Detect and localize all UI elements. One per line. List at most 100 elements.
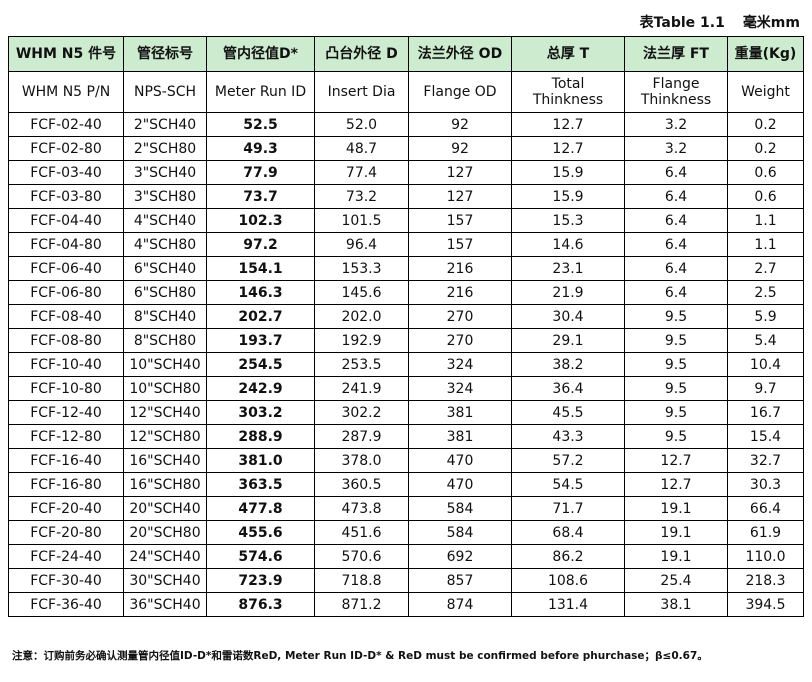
table-cell: FCF-08-80 bbox=[8, 328, 124, 353]
table-cell: 9.5 bbox=[624, 328, 728, 353]
header-cell: Total Thinkness bbox=[511, 71, 625, 113]
table-cell: 24"SCH40 bbox=[123, 544, 207, 569]
table-cell: 303.2 bbox=[206, 400, 315, 425]
table-cell: 6.4 bbox=[624, 256, 728, 281]
table-cell: 68.4 bbox=[511, 520, 625, 545]
table-cell: 48.7 bbox=[314, 136, 409, 161]
table-cell: 30"SCH40 bbox=[123, 568, 207, 593]
table-row: FCF-20-80 20"SCH80 455.6 451.6 584 68.4 19.1 61… bbox=[8, 520, 804, 545]
table-cell: 15.4 bbox=[727, 424, 804, 449]
table-cell: 54.5 bbox=[511, 472, 625, 497]
table-cell: 3"SCH80 bbox=[123, 184, 207, 209]
table-row: FCF-12-40 12"SCH40 303.2 302.2 381 45.5 9.5 16.… bbox=[8, 400, 804, 425]
table-cell: 3.2 bbox=[624, 112, 728, 137]
table-cell: 23.1 bbox=[511, 256, 625, 281]
table-row: FCF-03-40 3"SCH40 77.9 77.4 127 15.9 6.4 0.6 bbox=[8, 160, 804, 185]
table-cell: 86.2 bbox=[511, 544, 625, 569]
table-cell: 718.8 bbox=[314, 568, 409, 593]
table-cell: 470 bbox=[408, 448, 512, 473]
table-cell: 66.4 bbox=[727, 496, 804, 521]
table-cell: 52.5 bbox=[206, 112, 315, 137]
table-cell: 692 bbox=[408, 544, 512, 569]
table-cell: 110.0 bbox=[727, 544, 804, 569]
table-cell: 3.2 bbox=[624, 136, 728, 161]
header-cell: WHM N5 件号 bbox=[8, 36, 124, 72]
header-text: Total Thinkness bbox=[532, 76, 604, 108]
table-cell: 253.5 bbox=[314, 352, 409, 377]
table-cell: 15.9 bbox=[511, 184, 625, 209]
table-cell: FCF-20-80 bbox=[8, 520, 124, 545]
table-cell: 6.4 bbox=[624, 208, 728, 233]
table-cell: 723.9 bbox=[206, 568, 315, 593]
table-cell: 287.9 bbox=[314, 424, 409, 449]
table-cell: 470 bbox=[408, 472, 512, 497]
table-cell: 131.4 bbox=[511, 592, 625, 617]
table-cell: 9.5 bbox=[624, 400, 728, 425]
table-cell: FCF-24-40 bbox=[8, 544, 124, 569]
table-row: FCF-12-80 12"SCH80 288.9 287.9 381 43.3 9.5 15.… bbox=[8, 424, 804, 449]
table-cell: FCF-16-80 bbox=[8, 472, 124, 497]
table-cell: 14.6 bbox=[511, 232, 625, 257]
table-cell: 2"SCH80 bbox=[123, 136, 207, 161]
table-cell: 20"SCH80 bbox=[123, 520, 207, 545]
table-cell: 394.5 bbox=[727, 592, 804, 617]
table-cell: 9.5 bbox=[624, 304, 728, 329]
table-row: FCF-02-40 2"SCH40 52.5 52.0 92 12.7 3.2 0.2 bbox=[8, 112, 804, 137]
table-cell: 324 bbox=[408, 376, 512, 401]
table-cell: 202.7 bbox=[206, 304, 315, 329]
table-cell: FCF-04-80 bbox=[8, 232, 124, 257]
table-cell: 6.4 bbox=[624, 280, 728, 305]
table-cell: 154.1 bbox=[206, 256, 315, 281]
header-cell: WHM N5 P/N bbox=[8, 71, 124, 113]
table-cell: 4"SCH40 bbox=[123, 208, 207, 233]
table-cell: 108.6 bbox=[511, 568, 625, 593]
table-cell: 61.9 bbox=[727, 520, 804, 545]
table-cell: 6.4 bbox=[624, 160, 728, 185]
table-cell: FCF-16-40 bbox=[8, 448, 124, 473]
table-cell: FCF-10-40 bbox=[8, 352, 124, 377]
table-row: FCF-02-80 2"SCH80 49.3 48.7 92 12.7 3.2 0.2 bbox=[8, 136, 804, 161]
table-cell: 43.3 bbox=[511, 424, 625, 449]
table-cell: FCF-20-40 bbox=[8, 496, 124, 521]
table-row: FCF-08-80 8"SCH80 193.7 192.9 270 29.1 9.5 5.4 bbox=[8, 328, 804, 353]
table-cell: 36.4 bbox=[511, 376, 625, 401]
table-cell: 0.6 bbox=[727, 184, 804, 209]
table-row: FCF-16-40 16"SCH40 381.0 378.0 470 57.2 12.7 32… bbox=[8, 448, 804, 473]
table-cell: 218.3 bbox=[727, 568, 804, 593]
table-cell: 254.5 bbox=[206, 352, 315, 377]
table-cell: 73.7 bbox=[206, 184, 315, 209]
table-cell: 381 bbox=[408, 400, 512, 425]
table-cell: 360.5 bbox=[314, 472, 409, 497]
table-cell: 16.7 bbox=[727, 400, 804, 425]
table-cell: 6"SCH80 bbox=[123, 280, 207, 305]
header-cell: Insert Dia bbox=[314, 71, 409, 113]
table-row: FCF-06-80 6"SCH80 146.3 145.6 216 21.9 6.4 2.5 bbox=[8, 280, 804, 305]
table-cell: 12.7 bbox=[511, 136, 625, 161]
table-cell: 10"SCH80 bbox=[123, 376, 207, 401]
table-cell: 19.1 bbox=[624, 520, 728, 545]
table-cell: 21.9 bbox=[511, 280, 625, 305]
table-cell: 30.4 bbox=[511, 304, 625, 329]
table-cell: 30.3 bbox=[727, 472, 804, 497]
table-cell: 288.9 bbox=[206, 424, 315, 449]
table-cell: 145.6 bbox=[314, 280, 409, 305]
table-cell: 38.2 bbox=[511, 352, 625, 377]
table-cell: 0.2 bbox=[727, 136, 804, 161]
table-cell: FCF-03-80 bbox=[8, 184, 124, 209]
table-cell: 192.9 bbox=[314, 328, 409, 353]
table-cell: FCF-30-40 bbox=[8, 568, 124, 593]
table-cell: 6.4 bbox=[624, 184, 728, 209]
table-row: WHM N5 件号 管径标号 管内径值D* 凸台外径 D 法兰外径 OD 总厚 T 法兰厚 … bbox=[8, 36, 804, 72]
table-cell: FCF-06-40 bbox=[8, 256, 124, 281]
table-cell: 477.8 bbox=[206, 496, 315, 521]
table-cell: 570.6 bbox=[314, 544, 409, 569]
table-cell: 32.7 bbox=[727, 448, 804, 473]
table-cell: 2.7 bbox=[727, 256, 804, 281]
table-cell: 8"SCH40 bbox=[123, 304, 207, 329]
header-cell: 法兰外径 OD bbox=[408, 36, 512, 72]
table-row: FCF-04-40 4"SCH40 102.3 101.5 157 15.3 6.4 1.1 bbox=[8, 208, 804, 233]
table-cell: 2.5 bbox=[727, 280, 804, 305]
table-cell: 378.0 bbox=[314, 448, 409, 473]
header-cell: Flange Thinkness bbox=[624, 71, 728, 113]
table-cell: FCF-36-40 bbox=[8, 592, 124, 617]
